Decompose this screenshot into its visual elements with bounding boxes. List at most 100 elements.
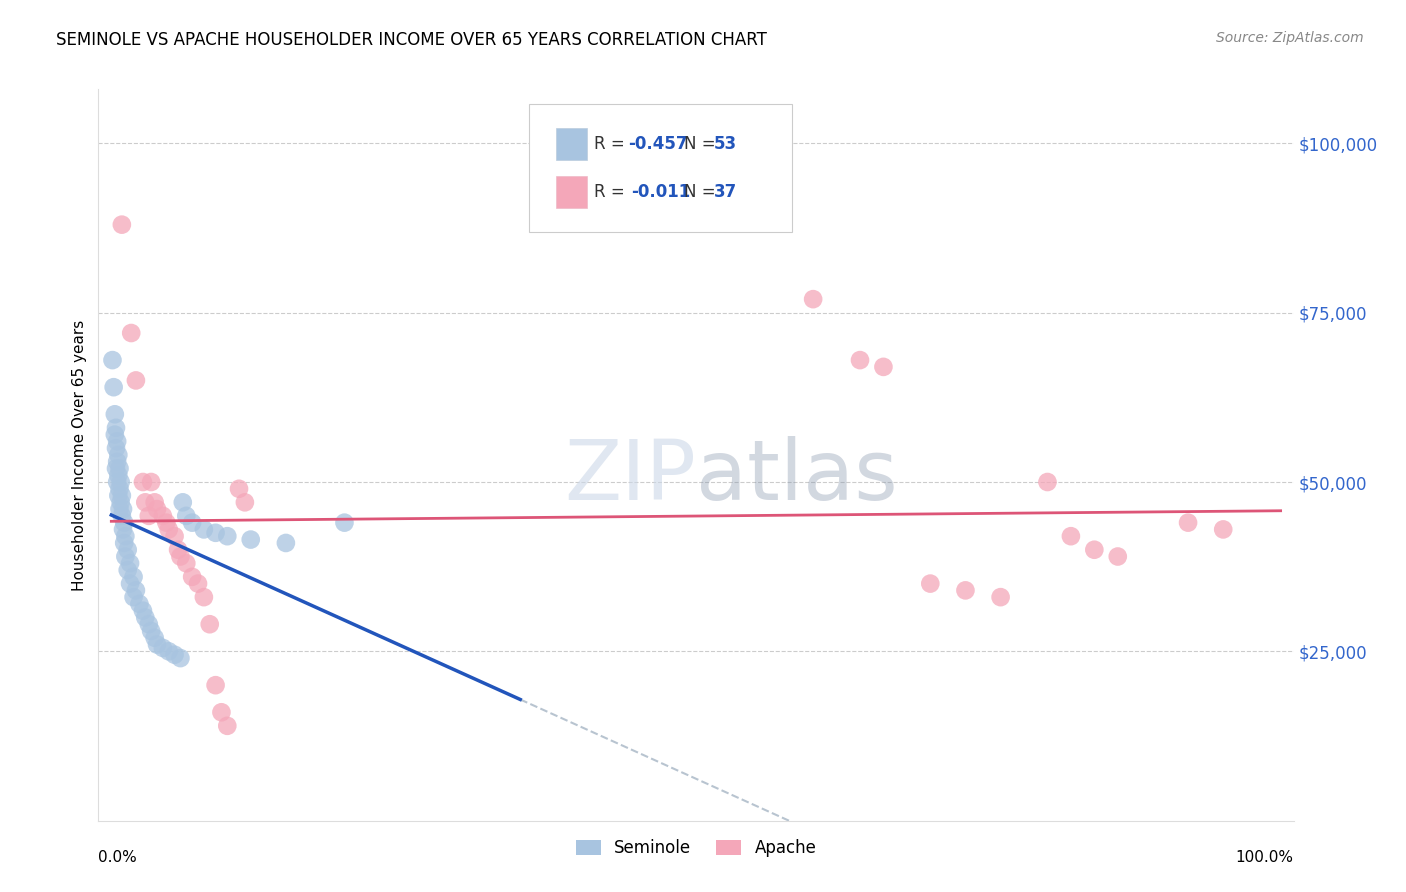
Text: 53: 53 <box>714 135 737 153</box>
Point <box>108 461 131 475</box>
Point <box>152 640 174 655</box>
Text: N =: N = <box>685 135 721 153</box>
Point <box>138 508 160 523</box>
Point <box>211 706 233 720</box>
Point <box>110 495 132 509</box>
Point <box>122 590 145 604</box>
Point <box>169 651 191 665</box>
Point <box>872 359 894 374</box>
Point <box>1177 516 1199 530</box>
Point <box>1212 523 1234 537</box>
Point <box>141 475 163 489</box>
Point <box>990 590 1012 604</box>
Point <box>112 536 135 550</box>
Point <box>107 489 129 503</box>
Point <box>217 529 239 543</box>
Point <box>143 495 166 509</box>
Text: -0.457: -0.457 <box>628 135 688 153</box>
Point <box>104 407 127 421</box>
Point <box>132 604 155 618</box>
Point <box>204 525 226 540</box>
Point <box>174 508 197 523</box>
Y-axis label: Householder Income Over 65 years: Householder Income Over 65 years <box>72 319 87 591</box>
Point <box>181 516 204 530</box>
Point <box>132 475 155 489</box>
Point <box>105 421 128 435</box>
Point <box>157 523 180 537</box>
Point <box>955 583 977 598</box>
Point <box>108 482 131 496</box>
Point <box>1083 542 1105 557</box>
Point <box>172 495 194 509</box>
Point <box>125 583 148 598</box>
Point <box>101 353 124 368</box>
Point <box>157 644 180 658</box>
Point <box>143 631 166 645</box>
Point <box>125 373 148 387</box>
Point <box>163 648 186 662</box>
Text: SEMINOLE VS APACHE HOUSEHOLDER INCOME OVER 65 YEARS CORRELATION CHART: SEMINOLE VS APACHE HOUSEHOLDER INCOME OV… <box>56 31 768 49</box>
Text: 100.0%: 100.0% <box>1236 850 1294 865</box>
Point <box>138 617 160 632</box>
FancyBboxPatch shape <box>557 176 588 208</box>
Text: ZIP: ZIP <box>564 436 696 517</box>
Point <box>107 448 129 462</box>
Point <box>152 508 174 523</box>
Point <box>193 590 215 604</box>
FancyBboxPatch shape <box>529 103 792 232</box>
Text: N =: N = <box>685 183 721 201</box>
Point <box>217 719 239 733</box>
Text: R =: R = <box>595 135 630 153</box>
Point <box>146 502 169 516</box>
Point <box>155 516 177 530</box>
Point <box>105 434 128 449</box>
Point <box>128 597 150 611</box>
Point <box>120 556 141 570</box>
Point <box>141 624 163 638</box>
Point <box>122 570 145 584</box>
Point <box>111 218 134 232</box>
Point <box>120 326 142 340</box>
Point <box>233 495 256 509</box>
Point <box>117 542 139 557</box>
Point <box>239 533 262 547</box>
Point <box>134 495 156 509</box>
Point <box>103 380 125 394</box>
Point <box>112 502 135 516</box>
Point <box>174 556 197 570</box>
Point <box>112 516 135 530</box>
Point <box>114 549 136 564</box>
Point <box>104 427 127 442</box>
Point <box>111 508 134 523</box>
Point <box>187 576 209 591</box>
Point <box>198 617 221 632</box>
Point <box>181 570 204 584</box>
Point <box>110 475 132 489</box>
Point <box>163 529 186 543</box>
Point <box>114 529 136 543</box>
Text: 37: 37 <box>714 183 737 201</box>
Point <box>849 353 872 368</box>
Point <box>108 502 131 516</box>
FancyBboxPatch shape <box>557 128 588 161</box>
Point <box>193 523 215 537</box>
Point <box>134 610 156 624</box>
Point <box>120 576 141 591</box>
Point <box>920 576 942 591</box>
Point <box>107 468 129 483</box>
Point <box>105 455 128 469</box>
Point <box>1036 475 1059 489</box>
Point <box>1060 529 1083 543</box>
Text: -0.011: -0.011 <box>631 183 690 201</box>
Point <box>146 638 169 652</box>
Point <box>228 482 250 496</box>
Point <box>274 536 297 550</box>
Point <box>169 549 191 564</box>
Point <box>117 563 139 577</box>
Text: atlas: atlas <box>696 436 897 517</box>
Text: Source: ZipAtlas.com: Source: ZipAtlas.com <box>1216 31 1364 45</box>
Point <box>112 523 135 537</box>
Point <box>105 475 128 489</box>
Point <box>333 516 356 530</box>
Point <box>105 461 128 475</box>
